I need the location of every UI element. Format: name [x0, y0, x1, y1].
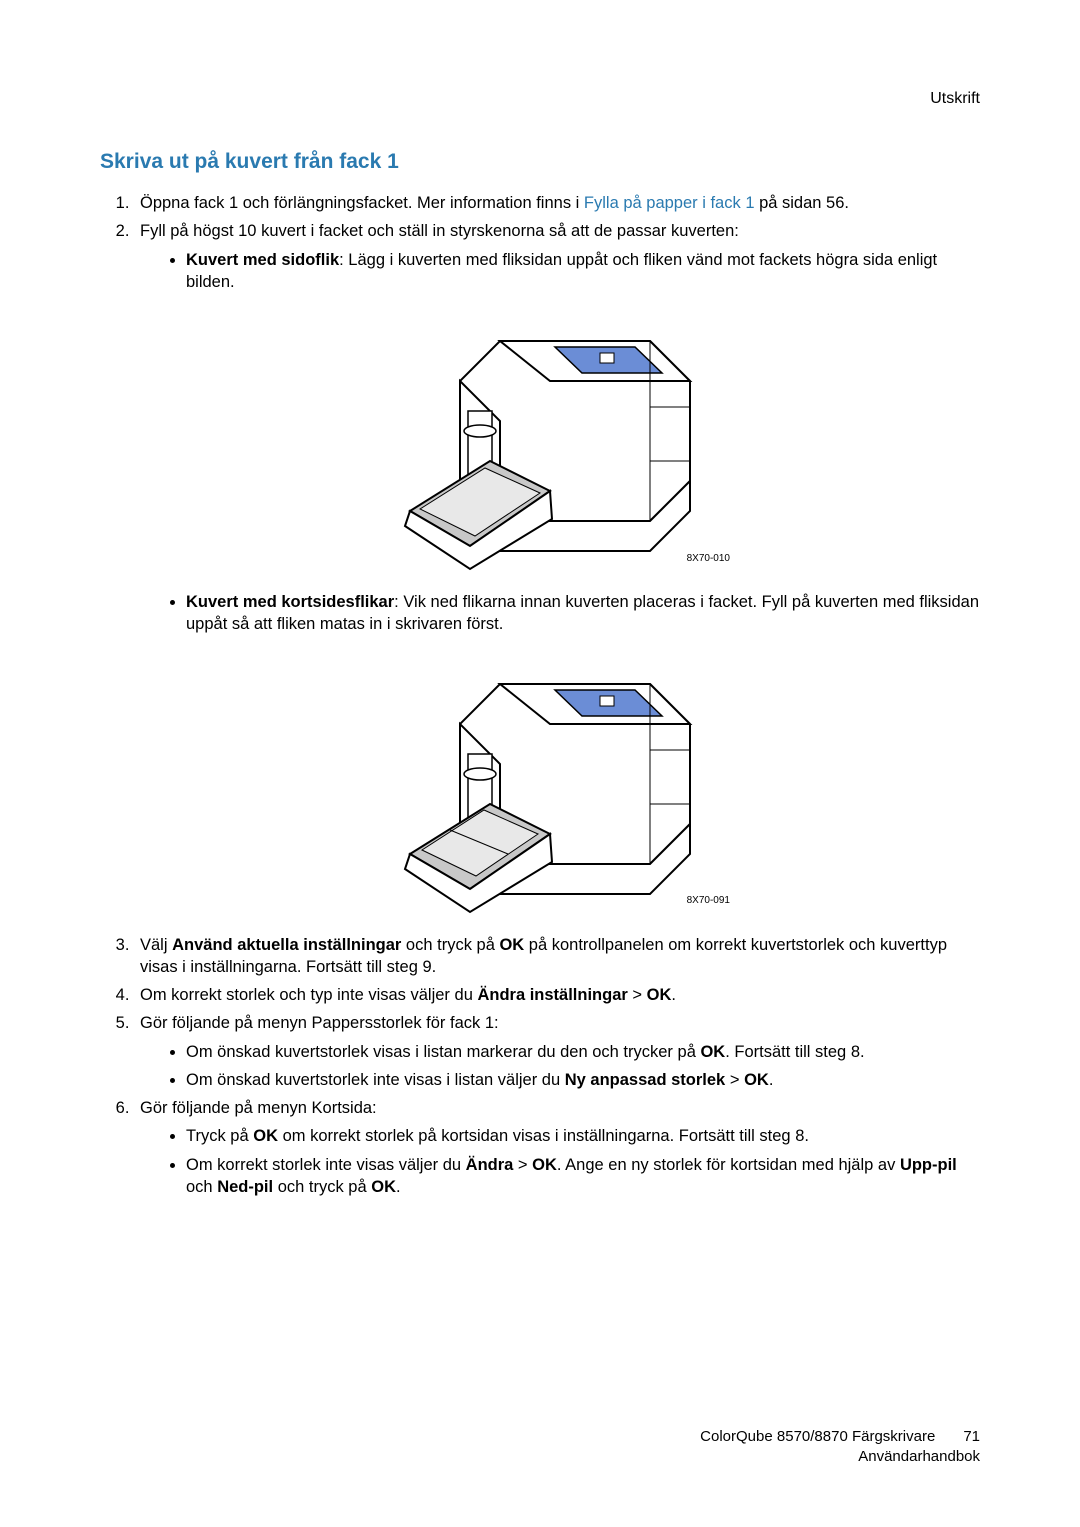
s5: Gör följande på menyn Pappersstorlek för… — [140, 1014, 499, 1032]
step-2-bullets: Kuvert med sidoflik: Lägg i kuverten med… — [140, 249, 980, 294]
step-1-text-a: Öppna fack 1 och förlängningsfacket. Mer… — [140, 194, 584, 212]
s6b2b: > — [513, 1156, 532, 1174]
s6b1a: Tryck på — [186, 1127, 253, 1145]
step-5-bullets: Om önskad kuvertstorlek visas i listan m… — [140, 1041, 980, 1092]
s6b2b3: Upp-pil — [900, 1156, 957, 1174]
s6b2b4: Ned-pil — [217, 1178, 273, 1196]
s6b2f: . — [396, 1178, 401, 1196]
s3b: och tryck på — [401, 936, 499, 954]
s5b2a: Om önskad kuvertstorlek inte visas i lis… — [186, 1071, 565, 1089]
s6b2c: . Ange en ny storlek för kortsidan med h… — [557, 1156, 900, 1174]
step-2-text: Fyll på högst 10 kuvert i facket och stä… — [140, 222, 739, 240]
s6b1b: om korrekt storlek på kortsidan visas i … — [278, 1127, 809, 1145]
s4b: > — [628, 986, 647, 1004]
footer-line1: ColorQube 8570/8870 Färgskrivare — [700, 1428, 935, 1445]
s5b1b: . Fortsätt till steg 8. — [725, 1043, 864, 1061]
figure-2-id: 8X70-091 — [687, 894, 730, 908]
printer-figure-1 — [390, 311, 730, 571]
s5b1a: Om önskad kuvertstorlek visas i listan m… — [186, 1043, 700, 1061]
section-title: Skriva ut på kuvert från fack 1 — [100, 150, 980, 174]
page-number: 71 — [963, 1427, 980, 1447]
step-2-b1-label: Kuvert med sidoflik — [186, 251, 339, 269]
step-6-bullet-1: Tryck på OK om korrekt storlek på kortsi… — [186, 1125, 980, 1147]
s5b2b1: Ny anpassad storlek — [565, 1071, 726, 1089]
s5b2c: . — [769, 1071, 774, 1089]
step-2-bullet-1: Kuvert med sidoflik: Lägg i kuverten med… — [186, 249, 980, 294]
s4a: Om korrekt storlek och typ inte visas vä… — [140, 986, 477, 1004]
s3a: Välj — [140, 936, 172, 954]
step-5-bullet-1: Om önskad kuvertstorlek visas i listan m… — [186, 1041, 980, 1063]
printer-figure-2 — [390, 654, 730, 914]
step-1-link[interactable]: Fylla på papper i fack 1 — [584, 194, 755, 212]
s6b2b5: OK — [371, 1178, 396, 1196]
step-5: Gör följande på menyn Pappersstorlek för… — [134, 1012, 980, 1091]
step-1: Öppna fack 1 och förlängningsfacket. Mer… — [134, 192, 980, 214]
step-2: Fyll på högst 10 kuvert i facket och stä… — [134, 220, 980, 913]
s6b2a: Om korrekt storlek inte visas väljer du — [186, 1156, 466, 1174]
figure-2-wrap: 8X70-091 — [140, 654, 980, 914]
s4b2: OK — [647, 986, 672, 1004]
step-4: Om korrekt storlek och typ inte visas vä… — [134, 984, 980, 1006]
s6b2d: och — [186, 1178, 217, 1196]
s3b1: Använd aktuella inställningar — [172, 936, 401, 954]
step-3: Välj Använd aktuella inställningar och t… — [134, 934, 980, 979]
document-page: Utskrift Skriva ut på kuvert från fack 1… — [0, 0, 1080, 1527]
s6b1b1: OK — [253, 1127, 278, 1145]
s3b2: OK — [499, 936, 524, 954]
figure-1-id: 8X70-010 — [687, 552, 730, 566]
s6b2e: och tryck på — [273, 1178, 371, 1196]
s4c: . — [671, 986, 676, 1004]
instruction-list: Öppna fack 1 och förlängningsfacket. Mer… — [100, 192, 980, 1198]
step-5-bullet-2: Om önskad kuvertstorlek inte visas i lis… — [186, 1069, 980, 1091]
s5b2b2: OK — [744, 1071, 769, 1089]
step-6-bullet-2: Om korrekt storlek inte visas väljer du … — [186, 1154, 980, 1199]
header-section-label: Utskrift — [930, 90, 980, 108]
footer-line2: Användarhandbok — [858, 1448, 980, 1465]
page-footer: ColorQube 8570/8870 Färgskrivare 71 Använ… — [700, 1427, 980, 1468]
s6b2b1: Ändra — [466, 1156, 514, 1174]
figure-1-wrap: 8X70-010 — [140, 311, 980, 571]
s6b2b2: OK — [532, 1156, 557, 1174]
step-6-bullets: Tryck på OK om korrekt storlek på kortsi… — [140, 1125, 980, 1198]
s5b1b1: OK — [700, 1043, 725, 1061]
s6: Gör följande på menyn Kortsida: — [140, 1099, 377, 1117]
s4b1: Ändra inställningar — [477, 986, 627, 1004]
step-2-bullets-2: Kuvert med kortsidesflikar: Vik ned flik… — [140, 591, 980, 636]
step-6: Gör följande på menyn Kortsida: Tryck på… — [134, 1097, 980, 1198]
step-2-bullet-2: Kuvert med kortsidesflikar: Vik ned flik… — [186, 591, 980, 636]
step-1-text-b: på sidan 56. — [755, 194, 850, 212]
step-2-b2-label: Kuvert med kortsidesflikar — [186, 593, 394, 611]
s5b2b: > — [725, 1071, 744, 1089]
